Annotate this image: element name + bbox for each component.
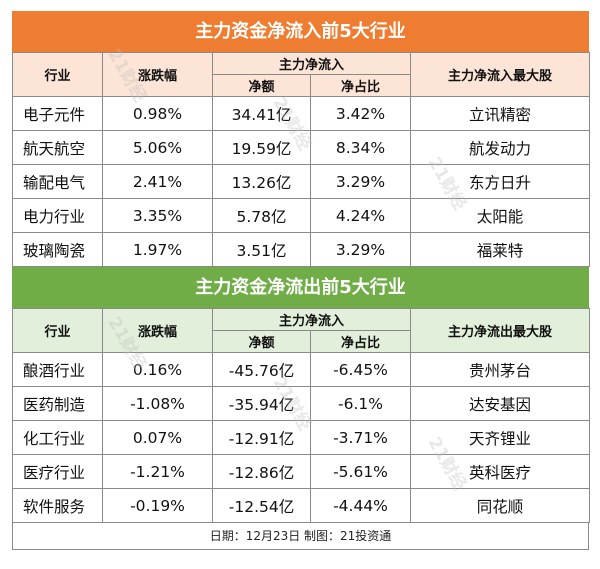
table-row: 医药制造 -1.08% -35.94亿 -6.1% 达安基因 (12, 386, 591, 421)
change-cell: -0.19% (102, 488, 213, 523)
net-amount-cell: -12.86亿 (212, 454, 311, 489)
top-stock-cell: 天齐锂业 (410, 420, 591, 455)
inflow-table: 行业 涨跌幅 主力净流入 主力净流入最大股 净额 净占比 电子元件 0.98% … (12, 52, 591, 267)
net-amount-cell: -12.91亿 (212, 420, 311, 455)
table-row: 玻璃陶瓷 1.97% 3.51亿 3.29% 福莱特 (12, 232, 591, 267)
inflow-header-net-amount: 净额 (212, 74, 311, 97)
inflow-header-net-group: 主力净流入 (211, 52, 412, 75)
industry-cell: 电力行业 (12, 198, 103, 233)
table-row: 输配电气 2.41% 13.26亿 3.29% 东方日升 (12, 164, 591, 199)
industry-cell: 电子元件 (12, 96, 103, 131)
net-ratio-cell: -5.61% (309, 454, 412, 489)
industry-cell: 酿酒行业 (12, 352, 103, 387)
outflow-title: 主力资金净流出前5大行业 (12, 267, 589, 308)
top-stock-cell: 同花顺 (410, 488, 591, 523)
top-stock-cell: 太阳能 (410, 198, 591, 233)
top-stock-cell: 立讯精密 (410, 96, 591, 131)
top-stock-cell: 达安基因 (410, 386, 591, 421)
table-row: 航天航空 5.06% 19.59亿 8.34% 航发动力 (12, 130, 591, 165)
industry-cell: 玻璃陶瓷 (12, 232, 103, 267)
inflow-header-net-ratio: 净占比 (309, 74, 412, 97)
inflow-title: 主力资金净流入前5大行业 (12, 11, 589, 52)
table-row: 软件服务 -0.19% -12.54亿 -4.44% 同花顺 (12, 488, 591, 523)
net-amount-cell: 34.41亿 (212, 96, 311, 131)
change-cell: 1.97% (102, 232, 213, 267)
net-ratio-cell: 3.42% (309, 96, 412, 131)
net-amount-cell: -35.94亿 (212, 386, 311, 421)
top-stock-cell: 福莱特 (410, 232, 591, 267)
inflow-header-change: 涨跌幅 (102, 52, 213, 97)
net-amount-cell: -12.54亿 (212, 488, 311, 523)
net-ratio-cell: -6.1% (309, 386, 412, 421)
change-cell: 2.41% (102, 164, 213, 199)
change-cell: 5.06% (102, 130, 213, 165)
industry-fund-flow-sheet: 主力资金净流入前5大行业 行业 涨跌幅 主力净流入 主力净流入最大股 净额 净占… (12, 11, 591, 550)
top-stock-cell: 航发动力 (410, 130, 591, 165)
net-ratio-cell: -4.44% (309, 488, 412, 523)
change-cell: 0.98% (102, 96, 213, 131)
change-cell: 0.07% (102, 420, 213, 455)
net-amount-cell: 19.59亿 (212, 130, 311, 165)
outflow-header-net-amount: 净额 (212, 330, 311, 353)
change-cell: -1.08% (102, 386, 213, 421)
footer-credit: 日期：12月23日 制图：21投资通 (12, 523, 589, 550)
change-cell: 0.16% (102, 352, 213, 387)
net-ratio-cell: -6.45% (309, 352, 412, 387)
net-amount-cell: 13.26亿 (212, 164, 311, 199)
net-ratio-cell: 8.34% (309, 130, 412, 165)
table-row: 酿酒行业 0.16% -45.76亿 -6.45% 贵州茅台 (12, 352, 591, 387)
inflow-header-top-stock: 主力净流入最大股 (410, 52, 591, 97)
industry-cell: 医药制造 (12, 386, 103, 421)
outflow-header-industry: 行业 (12, 308, 103, 353)
industry-cell: 航天航空 (12, 130, 103, 165)
table-row: 医疗行业 -1.21% -12.86亿 -5.61% 英科医疗 (12, 454, 591, 489)
top-stock-cell: 贵州茅台 (410, 352, 591, 387)
net-ratio-cell: 4.24% (309, 198, 412, 233)
outflow-header-net-group: 主力净流入 (211, 308, 412, 331)
table-row: 电力行业 3.35% 5.78亿 4.24% 太阳能 (12, 198, 591, 233)
table-row: 化工行业 0.07% -12.91亿 -3.71% 天齐锂业 (12, 420, 591, 455)
outflow-table: 行业 涨跌幅 主力净流入 主力净流出最大股 净额 净占比 酿酒行业 0.16% … (12, 308, 591, 523)
industry-cell: 化工行业 (12, 420, 103, 455)
change-cell: -1.21% (102, 454, 213, 489)
net-amount-cell: -45.76亿 (212, 352, 311, 387)
industry-cell: 软件服务 (12, 488, 103, 523)
net-ratio-cell: 3.29% (309, 164, 412, 199)
outflow-header-net-ratio: 净占比 (309, 330, 412, 353)
net-ratio-cell: -3.71% (309, 420, 412, 455)
outflow-header-change: 涨跌幅 (102, 308, 213, 353)
table-row: 电子元件 0.98% 34.41亿 3.42% 立讯精密 (12, 96, 591, 131)
top-stock-cell: 英科医疗 (410, 454, 591, 489)
net-ratio-cell: 3.29% (309, 232, 412, 267)
outflow-header-top-stock: 主力净流出最大股 (410, 308, 591, 353)
top-stock-cell: 东方日升 (410, 164, 591, 199)
inflow-header-industry: 行业 (12, 52, 103, 97)
industry-cell: 输配电气 (12, 164, 103, 199)
net-amount-cell: 3.51亿 (212, 232, 311, 267)
net-amount-cell: 5.78亿 (212, 198, 311, 233)
change-cell: 3.35% (102, 198, 213, 233)
industry-cell: 医疗行业 (12, 454, 103, 489)
